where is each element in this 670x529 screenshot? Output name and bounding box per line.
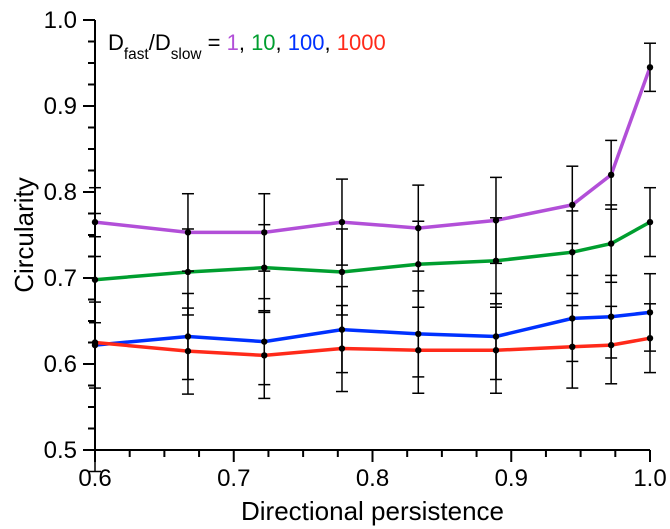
y-tick-label: 0.5 — [44, 437, 77, 464]
x-tick-label: 0.9 — [495, 465, 528, 492]
y-tick-label: 0.9 — [44, 93, 77, 120]
x-tick-label: 1.0 — [633, 465, 666, 492]
x-axis-label: Directional persistence — [241, 496, 504, 526]
y-tick-label: 0.6 — [44, 351, 77, 378]
y-tick-label: 1.0 — [44, 7, 77, 34]
x-tick-label: 0.8 — [356, 465, 389, 492]
chart-container: { "chart": { "type": "line", "width": 67… — [0, 0, 670, 529]
y-tick-label: 0.8 — [44, 179, 77, 206]
y-tick-label: 0.7 — [44, 265, 77, 292]
y-axis-label: Circularity — [9, 177, 39, 293]
x-tick-label: 0.7 — [217, 465, 250, 492]
line-chart: 0.60.70.80.91.00.50.60.70.80.91.0Directi… — [0, 0, 670, 529]
